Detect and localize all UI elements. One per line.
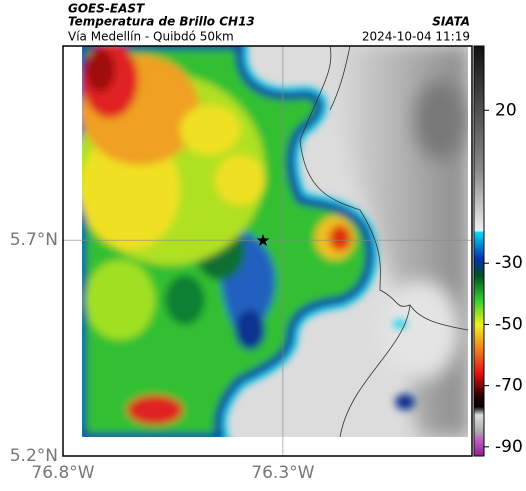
- satellite-image: [82, 46, 468, 437]
- colorbar-tick-label: -50: [495, 314, 523, 334]
- subtitle: Vía Medellín - Quibdó 50km: [68, 30, 234, 44]
- colorbar: [473, 45, 485, 457]
- lon-tick-label: 76.8°W: [31, 463, 94, 483]
- station-star: [256, 234, 270, 246]
- graticule: 5.2°N 5.7°N 76.8°W 76.3°W: [10, 46, 472, 483]
- lat-tick-label: 5.2°N: [10, 446, 58, 466]
- source: GOES-EAST: [68, 2, 145, 16]
- datetime: 2024-10-04 11:19: [362, 30, 470, 44]
- colorbar-tick-label: -90: [495, 437, 523, 457]
- colorbar-tick-label: -30: [495, 253, 523, 273]
- colorbar-tick-label: 20: [495, 100, 517, 120]
- lat-tick-label: 5.7°N: [10, 230, 58, 250]
- map-frame: [62, 45, 473, 457]
- colorbar-tick-label: -70: [495, 376, 523, 396]
- title: Temperatura de Brillo CH13: [68, 15, 255, 29]
- lon-tick-label: 76.3°W: [251, 463, 314, 483]
- agency: SIATA: [432, 15, 470, 29]
- colorbar-ticks: 20 -30 -50 -70 -90: [484, 100, 523, 457]
